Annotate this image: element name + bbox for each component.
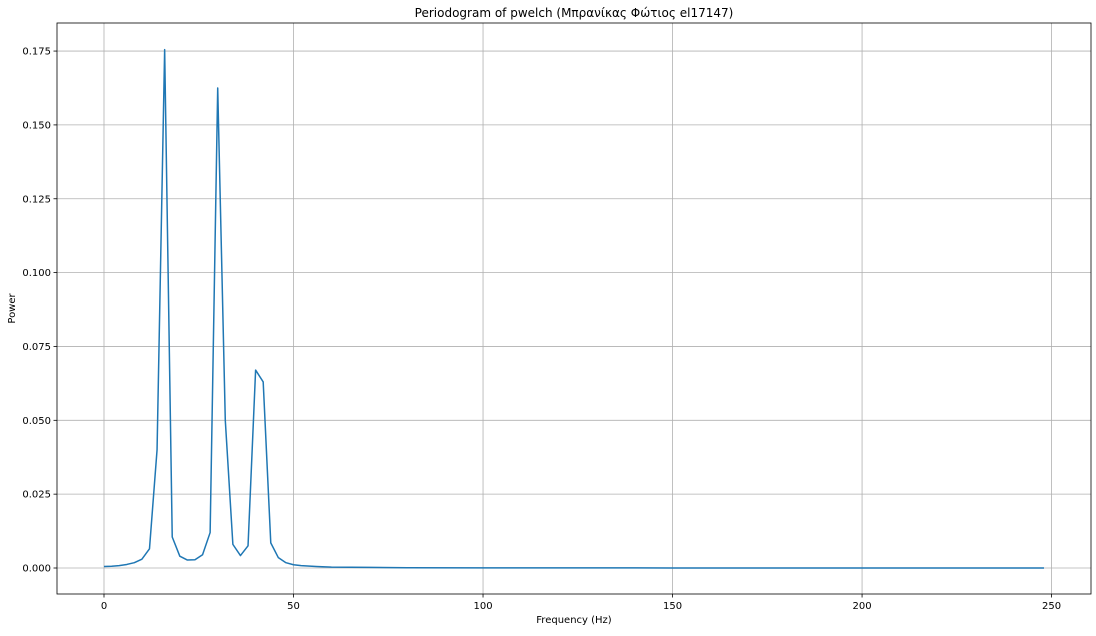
y-tick-label: 0.000 xyxy=(22,564,51,575)
axes-frame xyxy=(56,22,1092,595)
x-tick-label: 200 xyxy=(853,601,872,612)
y-tick-label: 0.075 xyxy=(22,342,51,353)
series-layer xyxy=(103,48,1045,569)
y-axis-label: Power xyxy=(7,292,18,323)
y-tick-label: 0.175 xyxy=(22,47,51,58)
x-tick-label: 150 xyxy=(663,601,682,612)
x-axis-label: Frequency (Hz) xyxy=(536,615,612,626)
x-tick-label: 250 xyxy=(1042,601,1061,612)
y-tick-label: 0.050 xyxy=(22,416,51,427)
power-series-line xyxy=(103,48,1045,569)
x-tick-label: 0 xyxy=(101,601,107,612)
y-tick-label: 0.025 xyxy=(22,490,51,501)
x-tick-label: 100 xyxy=(473,601,492,612)
y-tick-label: 0.125 xyxy=(22,194,51,205)
x-tick-label: 50 xyxy=(287,601,300,612)
y-tick-label: 0.100 xyxy=(22,268,51,279)
y-tick-label: 0.150 xyxy=(22,120,51,131)
ticks: 0 50 100 150 200 250 0.000 0.025 0.050 0.075 0.100… xyxy=(22,47,1061,612)
chart-title: Periodogram of pwelch (Μπρανίκας Φώτιος … xyxy=(415,6,734,20)
